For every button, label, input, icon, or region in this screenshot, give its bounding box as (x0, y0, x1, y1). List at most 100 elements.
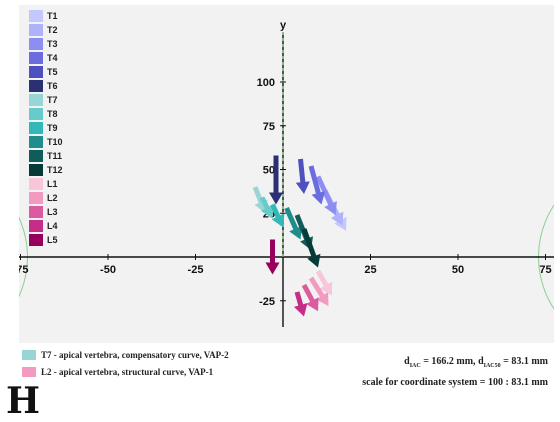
vector-arrow-l2 (308, 276, 329, 306)
vector-head (324, 201, 337, 215)
vector-arrow-t6 (269, 155, 283, 205)
note-structural: L2 - apical vertebra, structural curve, … (22, 367, 213, 377)
x-tick-label: -25 (188, 264, 204, 276)
y-tick-label: 100 (257, 77, 275, 89)
legend-item-l5: L5 (29, 234, 58, 246)
vector-head (293, 303, 308, 317)
vector-shaft (308, 276, 327, 301)
legend-swatch (29, 10, 43, 22)
legend-item-l4: L4 (29, 220, 58, 232)
legend-label: T8 (47, 109, 58, 119)
legend-item-t6: T6 (29, 80, 58, 92)
vector-head (260, 204, 274, 219)
legend-label: T12 (47, 165, 63, 175)
legend-label: T9 (47, 123, 58, 133)
y-tick-label: 75 (263, 121, 275, 133)
vector-head (306, 297, 319, 312)
legend-item-t7: T7 (29, 94, 58, 106)
vector-arrow-l5 (265, 239, 280, 275)
legend-item-t1: T1 (29, 10, 58, 22)
plot-panel: xy -100-75-50-25255075100100755025-25 T1… (19, 5, 554, 343)
legend-label: L4 (47, 221, 58, 231)
legend-label: T7 (47, 95, 58, 105)
legend-item-t5: T5 (29, 66, 58, 78)
legend-swatch (29, 234, 43, 246)
legend-label: T1 (47, 11, 58, 21)
legend-item-t10: T10 (29, 136, 63, 148)
legend-label: T11 (47, 151, 63, 161)
y-tick-label: 50 (263, 165, 275, 177)
vector-arrow-t10 (284, 206, 303, 240)
vector-head (265, 262, 280, 275)
vector-arrow-l4 (293, 291, 308, 317)
d-iac50-value: = 83.1 mm (500, 356, 548, 367)
legend-swatch (29, 94, 43, 106)
vector-arrow-l1 (315, 269, 333, 296)
d-iac-prefix: d (404, 356, 410, 367)
reference-circle-2 (538, 204, 554, 310)
vector-arrow-t8 (259, 196, 274, 219)
vector-shaft (315, 175, 335, 209)
legend-swatch (29, 136, 43, 148)
vector-shaft (298, 158, 306, 187)
vector-head (271, 213, 285, 228)
x-tick-label: 50 (452, 264, 464, 276)
y-tick-label: -25 (259, 296, 275, 308)
legend-item-l2: L2 (29, 192, 58, 204)
coordinate-plot: xy -100-75-50-25255075100100755025-25 (19, 19, 554, 327)
legend-label: T10 (47, 137, 63, 147)
note-structural-text: L2 - apical vertebra, structural curve, … (41, 367, 214, 377)
legend-swatch (29, 192, 43, 204)
distance-readout: dIAC = 166.2 mm, dIAC50 = 83.1 mm (404, 356, 548, 369)
vector-head (311, 191, 326, 205)
legend-item-t8: T8 (29, 108, 58, 120)
legend-item-t9: T9 (29, 122, 58, 134)
legend-swatch (29, 38, 43, 50)
d-iac-value: = 166.2 mm, (420, 356, 479, 367)
d-iac50-prefix: d (478, 356, 484, 367)
legend-swatch (29, 80, 43, 92)
legend-label: T2 (47, 25, 58, 35)
legend-label: L1 (47, 179, 58, 189)
legend-item-t2: T2 (29, 24, 58, 36)
legend-item-t3: T3 (29, 38, 58, 50)
legend-swatch (29, 122, 43, 134)
legend-label: T3 (47, 39, 58, 49)
scale-readout: scale for coordinate system = 100 : 83.1… (362, 377, 548, 388)
legend-swatch (29, 220, 43, 232)
legend-item-t12: T12 (29, 164, 63, 176)
legend-item-l1: L1 (29, 178, 58, 190)
legend-swatch (29, 178, 43, 190)
compensatory-swatch (22, 350, 36, 360)
vector-shaft (308, 165, 322, 198)
vector-head (330, 211, 344, 226)
legend-label: L2 (47, 193, 58, 203)
vector-head (307, 253, 321, 268)
note-compensatory-text: T7 - apical vertebra, compensatory curve… (41, 350, 229, 360)
vector-arrow-t9 (270, 203, 285, 228)
legend-swatch (29, 24, 43, 36)
x-tick-label: -50 (100, 264, 116, 276)
legend-swatch (29, 206, 43, 218)
d-iac50-sub: IAC50 (483, 363, 501, 369)
legend-swatch (29, 52, 43, 64)
vector-head (269, 192, 283, 205)
vector-head (319, 281, 333, 296)
vector-arrow-t12 (301, 228, 321, 268)
x-tick-label: 75 (539, 264, 551, 276)
legend-label: L5 (47, 235, 58, 245)
panel-letter: H (6, 380, 41, 422)
legend-item-t11: T11 (29, 150, 62, 162)
legend-label: T5 (47, 67, 58, 77)
vector-arrow-t3 (315, 175, 337, 215)
x-tick-label: -75 (19, 264, 28, 276)
legend-item-t4: T4 (29, 52, 58, 64)
vector-arrow-t4 (308, 165, 326, 205)
note-compensatory: T7 - apical vertebra, compensatory curve… (22, 350, 229, 360)
vector-arrow-l3 (301, 283, 319, 312)
legend-item-l3: L3 (29, 206, 58, 218)
legend-swatch (29, 108, 43, 120)
vector-arrow-t5 (295, 158, 310, 194)
reference-circle-1 (19, 216, 28, 298)
structural-swatch (22, 367, 36, 377)
